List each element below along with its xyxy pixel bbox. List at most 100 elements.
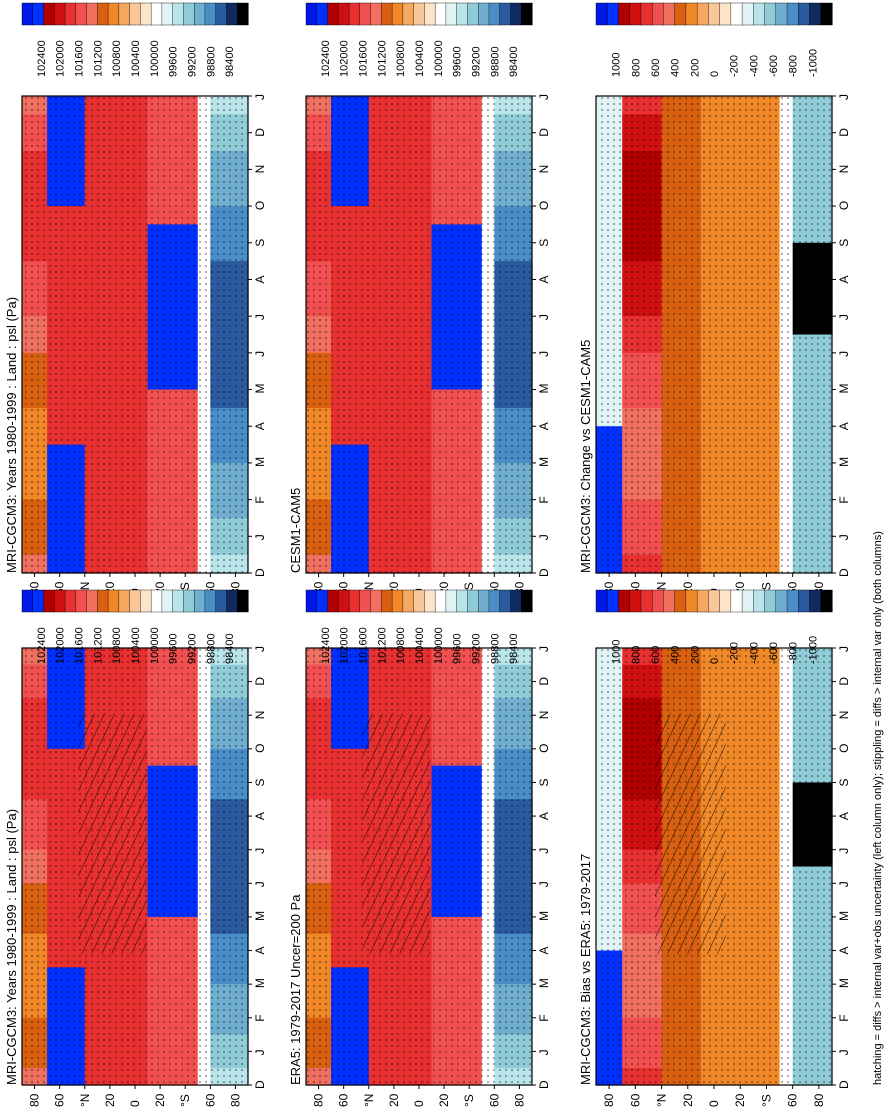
colorbar-swatch bbox=[54, 589, 66, 613]
month-tick-label: D bbox=[253, 1080, 267, 1089]
colorbar-swatch bbox=[381, 2, 393, 26]
colorbar-label: 100800 bbox=[395, 40, 407, 77]
colorbar-swatch bbox=[150, 2, 163, 26]
colorbar-swatch bbox=[674, 2, 687, 26]
month-tick-label: J bbox=[253, 848, 267, 854]
month-tick-label: S bbox=[537, 778, 551, 786]
month-tick-label: N bbox=[253, 165, 267, 174]
colorbar-swatch bbox=[445, 2, 458, 26]
colorbar-swatch bbox=[150, 589, 163, 613]
colorbar-label: 101200 bbox=[92, 627, 104, 664]
colorbar-label: 102400 bbox=[36, 627, 48, 664]
panel-title: MRI-CGCM3: Change vs CESM1-CAM5 bbox=[578, 340, 593, 573]
colorbar-swatch bbox=[809, 589, 822, 613]
colorbar-label: -600 bbox=[768, 55, 780, 77]
month-tick-label: O bbox=[837, 744, 851, 753]
colorbar-swatch bbox=[708, 2, 721, 26]
colorbar-swatch bbox=[820, 2, 833, 26]
colorbar-label: 99600 bbox=[452, 46, 464, 77]
month-tick-label: D bbox=[253, 677, 267, 686]
colorbar-swatch bbox=[381, 589, 393, 613]
colorbar-swatch bbox=[798, 589, 811, 613]
colorbar-label: 98800 bbox=[489, 633, 501, 664]
month-tick-label: O bbox=[837, 201, 851, 210]
hatching-overlay bbox=[655, 713, 726, 954]
colorbar-swatch bbox=[193, 2, 206, 26]
colorbar-swatch bbox=[183, 589, 195, 613]
month-tick-label: J bbox=[537, 314, 551, 320]
month-tick-label: N bbox=[837, 711, 851, 720]
colorbar-label: 800 bbox=[630, 646, 642, 664]
colorbar-swatch bbox=[764, 2, 777, 26]
colorbar-swatch bbox=[629, 589, 642, 613]
month-tick-label: F bbox=[537, 1014, 551, 1021]
colorbar-label: 200 bbox=[689, 59, 701, 77]
month-tick-label: J bbox=[253, 534, 267, 540]
colorbar-label: 1000 bbox=[611, 53, 623, 77]
month-tick-label: N bbox=[837, 165, 851, 174]
colorbar-label: 100400 bbox=[130, 627, 142, 664]
colorbar-swatch bbox=[129, 589, 141, 613]
colorbar-swatch bbox=[467, 589, 479, 613]
colorbar-swatch bbox=[595, 589, 608, 613]
colorbar-label: -200 bbox=[729, 642, 741, 664]
colorbar-swatch bbox=[445, 589, 458, 613]
colorbar-label: 102000 bbox=[55, 627, 67, 664]
lat-tick-label: 60 bbox=[786, 1093, 800, 1107]
colorbar-swatch bbox=[327, 2, 339, 26]
colorbar-swatch bbox=[640, 2, 653, 26]
colorbar-label: -400 bbox=[748, 55, 760, 77]
colorbar-label: 102000 bbox=[339, 627, 351, 664]
month-tick-label: O bbox=[537, 744, 551, 753]
colorbar-swatch bbox=[618, 589, 631, 613]
month-tick-label: D bbox=[253, 128, 267, 137]
stippling-overlay bbox=[596, 96, 832, 573]
colorbar-swatch bbox=[75, 2, 88, 26]
month-tick-label: J bbox=[537, 94, 551, 100]
colorbar-swatch bbox=[499, 589, 512, 613]
colorbar-swatch bbox=[316, 589, 329, 613]
colorbar-swatch bbox=[499, 2, 512, 26]
lat-tick-label: °N bbox=[362, 1094, 376, 1107]
colorbar-label: 100000 bbox=[149, 40, 161, 77]
lat-tick-label: °S bbox=[178, 1094, 192, 1107]
lat-tick-label: 80 bbox=[228, 1093, 242, 1107]
colorbar-swatch bbox=[741, 589, 754, 613]
colorbar-label: 400 bbox=[670, 59, 682, 77]
month-tick-label: A bbox=[837, 275, 851, 283]
month-tick-label: M bbox=[253, 911, 267, 921]
colorbar-label: 1000 bbox=[611, 640, 623, 664]
month-tick-label: M bbox=[837, 457, 851, 467]
colorbar-swatch bbox=[651, 589, 665, 613]
colorbar-label: 98800 bbox=[205, 46, 217, 77]
colorbar-swatch bbox=[21, 2, 34, 26]
panel-title: MRI-CGCM3: Years 1980-1999 : Land : psl … bbox=[4, 809, 19, 1085]
colorbar-swatch bbox=[798, 2, 811, 26]
colorbar-label: 100400 bbox=[414, 40, 426, 77]
colorbar-swatch bbox=[237, 2, 249, 26]
colorbar-swatch bbox=[775, 589, 788, 613]
colorbar-label: 101600 bbox=[358, 40, 370, 77]
month-tick-label: S bbox=[837, 778, 851, 786]
colorbar-swatch bbox=[348, 589, 361, 613]
month-tick-label: J bbox=[837, 94, 851, 100]
hatching-overlay bbox=[78, 713, 147, 954]
colorbar-swatch bbox=[510, 2, 522, 26]
lat-tick-label: 0 bbox=[128, 1100, 142, 1107]
month-tick-label: O bbox=[253, 744, 267, 753]
month-tick-label: J bbox=[253, 94, 267, 100]
colorbar-swatch bbox=[107, 2, 120, 26]
colorbar-swatch bbox=[305, 2, 318, 26]
month-tick-label: J bbox=[537, 848, 551, 854]
colorbar-label: 100400 bbox=[130, 40, 142, 77]
hatching-overlay bbox=[362, 713, 431, 954]
month-tick-label: J bbox=[253, 646, 267, 652]
colorbar-swatch bbox=[510, 589, 522, 613]
month-tick-label: S bbox=[253, 239, 267, 247]
lat-tick-label: 20 bbox=[437, 1093, 451, 1107]
colorbar-swatch bbox=[753, 2, 766, 26]
colorbar-label: 100000 bbox=[433, 40, 445, 77]
colorbar-swatch bbox=[413, 589, 425, 613]
colorbar-swatch bbox=[359, 2, 372, 26]
panel-title: MRI-CGCM3: Years 1980-1999 : Land : psl … bbox=[4, 297, 19, 573]
